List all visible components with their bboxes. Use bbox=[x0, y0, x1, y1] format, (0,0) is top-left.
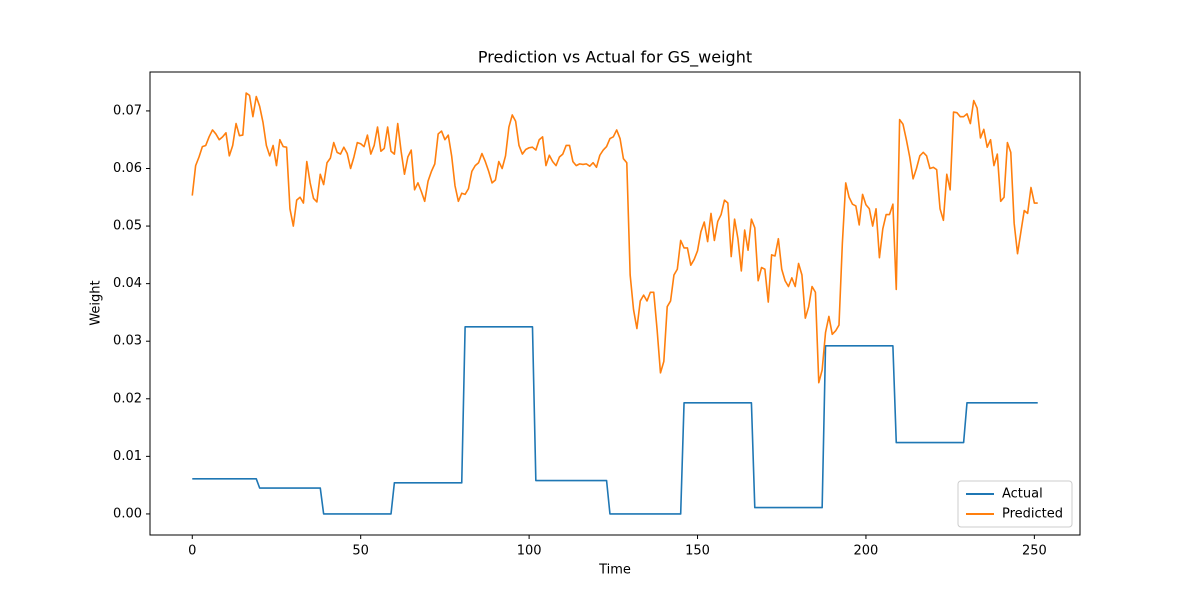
x-tick-label: 200 bbox=[854, 544, 879, 559]
y-tick-label: 0.03 bbox=[113, 334, 142, 349]
y-tick-label: 0.00 bbox=[113, 506, 142, 521]
x-axis-label: Time bbox=[598, 563, 631, 578]
y-tick-label: 0.04 bbox=[113, 276, 142, 291]
y-tick-label: 0.07 bbox=[113, 103, 142, 118]
axes-frame bbox=[149, 71, 1081, 536]
x-tick-label: 50 bbox=[352, 544, 369, 559]
y-tick-label: 0.06 bbox=[113, 161, 142, 176]
y-tick-label: 0.05 bbox=[113, 219, 142, 234]
x-tick-label: 100 bbox=[517, 544, 542, 559]
legend-label: Actual bbox=[1002, 487, 1043, 502]
y-tick-label: 0.02 bbox=[113, 391, 142, 406]
y-axis-label: Weight bbox=[89, 280, 104, 325]
x-tick-label: 150 bbox=[685, 544, 710, 559]
legend-label: Predicted bbox=[1002, 507, 1063, 522]
y-tick-label: 0.01 bbox=[113, 449, 142, 464]
legend-box bbox=[957, 480, 1073, 528]
x-tick-label: 0 bbox=[188, 544, 196, 559]
chart-title: Prediction vs Actual for GS_weight bbox=[478, 48, 752, 68]
x-tick-label: 250 bbox=[1022, 544, 1047, 559]
data-line bbox=[191, 92, 1038, 384]
data-line bbox=[192, 326, 1038, 515]
